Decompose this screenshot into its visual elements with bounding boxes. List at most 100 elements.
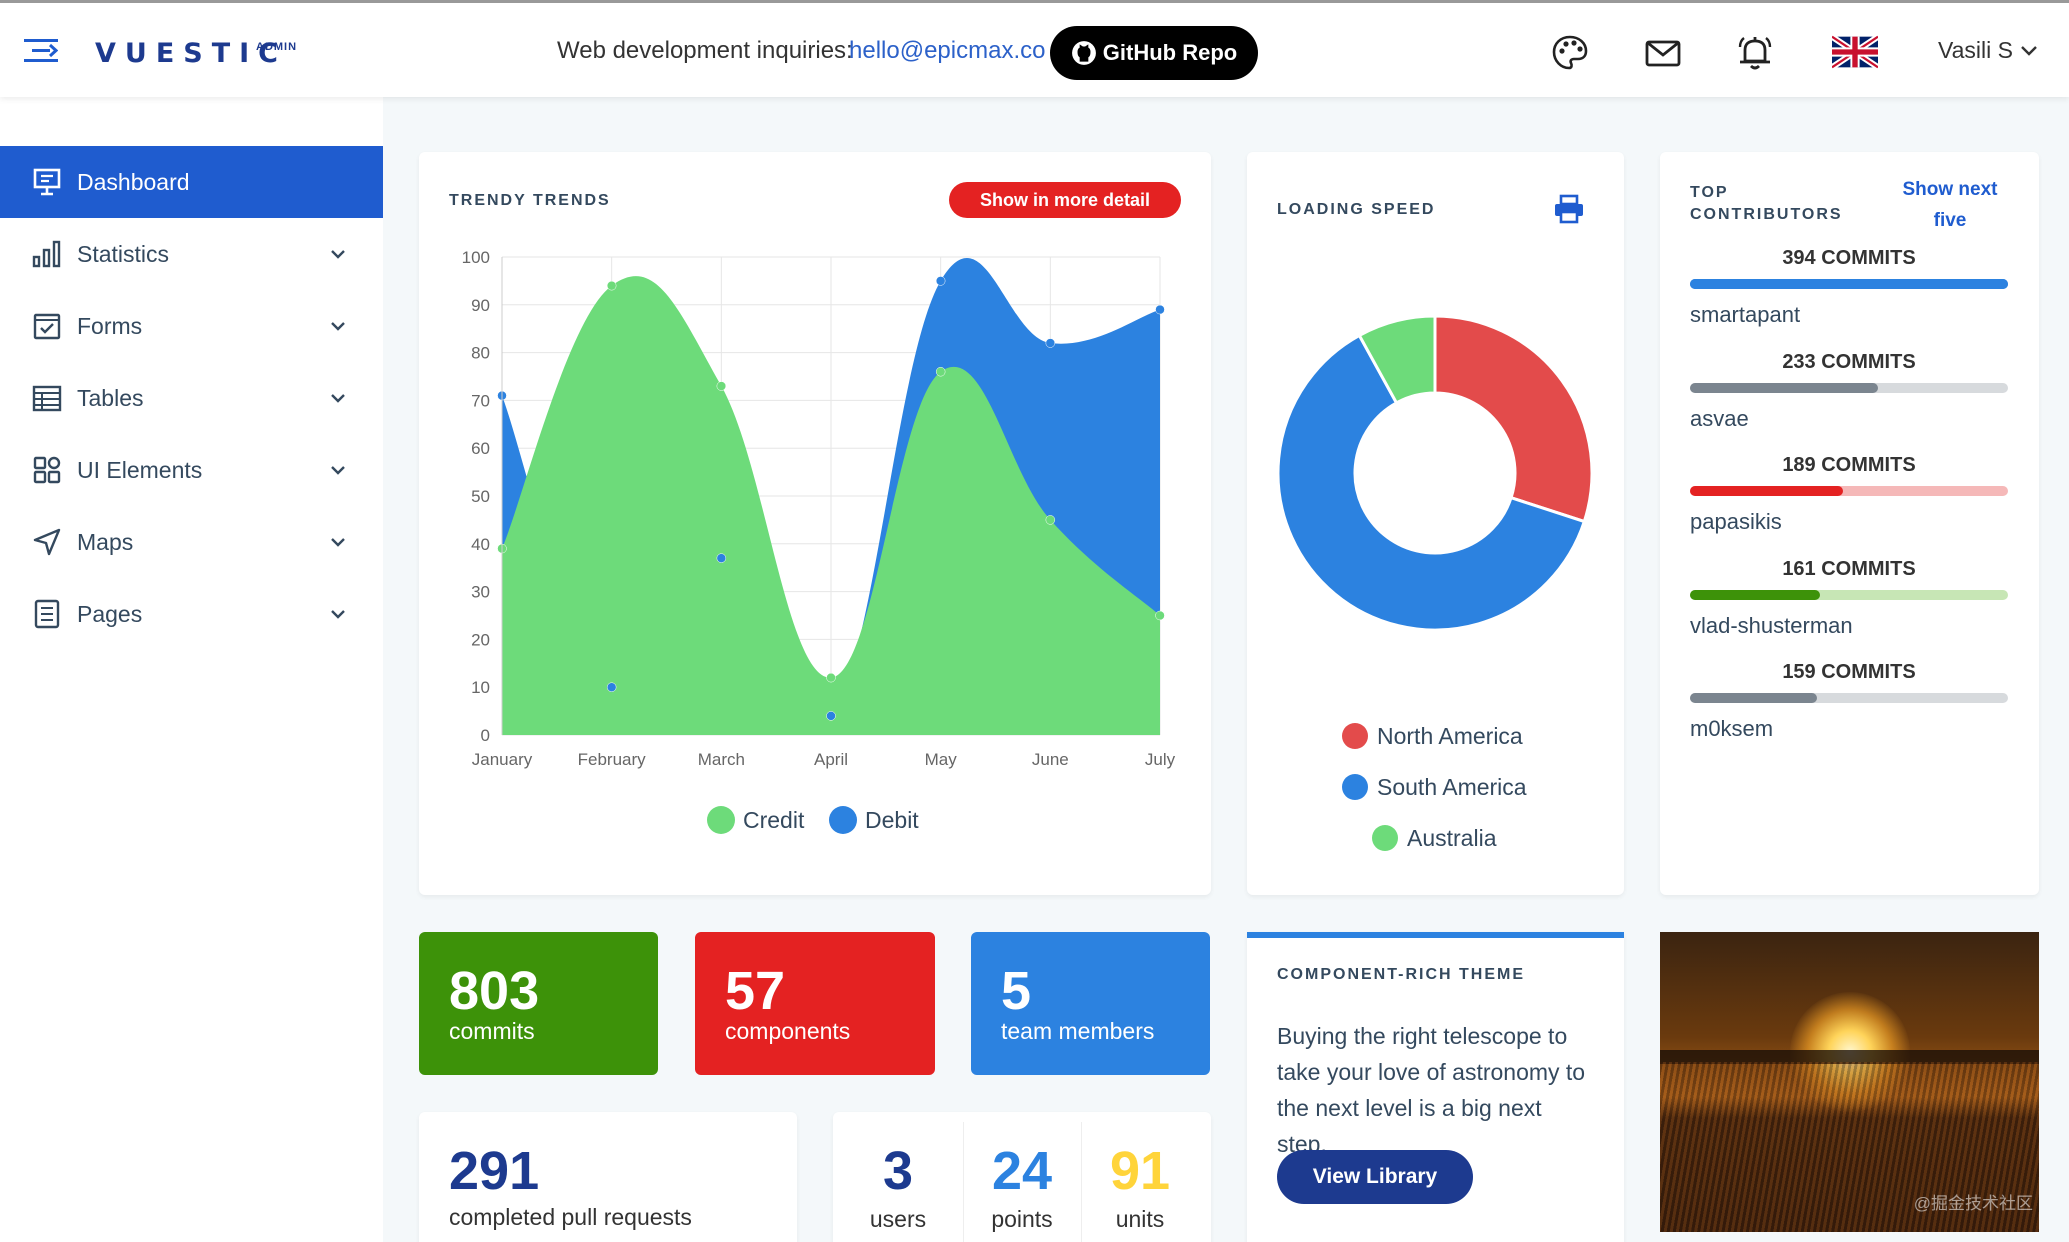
y-tick-label: 70: [471, 391, 490, 410]
contributor-progress-bar: [1690, 589, 2008, 600]
data-point-debit[interactable]: [606, 682, 617, 692]
sidebar-item-statistics[interactable]: Statistics: [0, 218, 383, 290]
monitor-icon: [33, 168, 61, 196]
grid-icon: [33, 456, 61, 484]
view-library-button[interactable]: View Library: [1277, 1150, 1473, 1204]
x-tick-label: July: [1145, 750, 1176, 769]
legend-swatch[interactable]: [1342, 723, 1368, 749]
contributors-title: TOP CONTRIBUTORS: [1690, 182, 1843, 226]
mail-icon[interactable]: [1643, 33, 1683, 73]
legend-swatch[interactable]: [1372, 825, 1398, 851]
sidebar-item-label: Maps: [77, 528, 134, 555]
chevron-down-icon[interactable]: [330, 393, 346, 403]
palette-icon[interactable]: [1550, 33, 1590, 73]
legend-swatch[interactable]: [829, 806, 857, 834]
checkbox-icon: [33, 313, 61, 340]
uk-flag-icon[interactable]: [1832, 35, 1878, 69]
sidebar-item-dashboard[interactable]: Dashboard: [0, 146, 383, 218]
data-point-debit[interactable]: [935, 276, 946, 286]
stat-value: 24: [991, 1141, 1053, 1201]
top-contributors-card: TOP CONTRIBUTORS Show next five 394 COMM…: [1660, 152, 2039, 895]
y-tick-label: 60: [471, 439, 490, 458]
trends-title: TRENDY TRENDS: [449, 192, 611, 209]
data-point-debit[interactable]: [716, 553, 727, 563]
data-point-credit[interactable]: [716, 381, 727, 391]
stat-label: users: [869, 1206, 927, 1232]
contributor-commits: 394 COMMITS: [1782, 247, 1916, 269]
data-point-credit[interactable]: [1045, 515, 1056, 525]
sidebar-item-tables[interactable]: Tables: [0, 362, 383, 434]
sidebar-item-label: Forms: [77, 312, 143, 339]
app-logo[interactable]: VUESTIC: [95, 38, 287, 69]
legend-swatch[interactable]: [1342, 774, 1368, 800]
y-tick-label: 80: [471, 344, 490, 363]
chevron-down-icon[interactable]: [330, 249, 346, 259]
sunset-photo: @掘金技术社区: [1660, 932, 2039, 1232]
inquiry-label: Web development inquiries:: [557, 37, 853, 64]
chevron-down-icon[interactable]: [330, 321, 346, 331]
progress-fill: [1690, 279, 2008, 289]
x-tick-label: February: [578, 750, 647, 769]
donut-slice[interactable]: [1433, 314, 1594, 524]
legend-label[interactable]: North America: [1377, 723, 1523, 749]
tile-value: 57: [725, 961, 786, 1021]
tile-label: components: [725, 1018, 851, 1044]
sidebar-item-ui-elements[interactable]: UI Elements: [0, 434, 383, 506]
trends-area-chart: 0 10 20 30 40 50 60 70 80 90 100 January February Mar…: [462, 248, 1176, 834]
progress-fill: [1690, 693, 1818, 703]
data-point-debit[interactable]: [826, 711, 836, 721]
y-tick-label: 10: [471, 678, 490, 697]
data-point-debit[interactable]: [1155, 304, 1165, 315]
legend-label[interactable]: South America: [1377, 774, 1527, 800]
user-menu-name[interactable]: Vasili S: [1938, 37, 2013, 63]
donut-slice[interactable]: [1357, 314, 1437, 405]
stat-divider: [1081, 1122, 1082, 1242]
navigation-icon: [33, 528, 61, 556]
contributor-commits: 233 COMMITS: [1782, 350, 1916, 373]
chevron-down-icon[interactable]: [2020, 45, 2038, 57]
x-tick-label: June: [1032, 750, 1069, 769]
bar-chart-icon: [32, 240, 61, 268]
sidebar-item-pages[interactable]: Pages: [0, 578, 383, 650]
series-area-credit: [502, 276, 1160, 735]
legend-label[interactable]: Debit: [865, 807, 919, 833]
print-icon[interactable]: [1553, 194, 1585, 224]
legend-label[interactable]: Credit: [743, 807, 805, 833]
data-point-credit[interactable]: [606, 280, 617, 291]
theme-body: Buying the right telescope to take your …: [1277, 1023, 1586, 1157]
team-members-tile: 5 team members: [971, 932, 1210, 1075]
sidebar-item-forms[interactable]: Forms: [0, 290, 383, 362]
theme-title: COMPONENT-RICH THEME: [1277, 966, 1525, 983]
trends-card: TRENDY TRENDS Show in more detail 0 10 20 3…: [419, 152, 1211, 895]
sidebar-item-label: Pages: [77, 600, 143, 627]
data-point-credit[interactable]: [1155, 610, 1165, 621]
contributor-name: vlad-shusterman: [1690, 612, 1853, 638]
progress-fill: [1690, 486, 1843, 496]
points-stat: 24 points: [963, 1112, 1081, 1242]
chevron-down-icon[interactable]: [330, 609, 346, 619]
chevron-down-icon[interactable]: [330, 537, 346, 547]
legend-swatch[interactable]: [707, 806, 735, 834]
table-icon: [32, 385, 62, 412]
horizon-treeline: [1660, 1050, 2039, 1064]
legend-label[interactable]: Australia: [1407, 825, 1497, 851]
photo-watermark: @掘金技术社区: [1913, 1194, 2033, 1213]
y-tick-label: 50: [471, 487, 490, 506]
users-stat: 3 users: [833, 1112, 963, 1242]
data-point-credit[interactable]: [935, 366, 946, 377]
donut-slice[interactable]: [1276, 333, 1587, 632]
show-more-detail-button[interactable]: Show in more detail: [949, 182, 1181, 218]
show-next-five-link[interactable]: Show next five: [1870, 174, 2030, 236]
sidebar-item-label: Statistics: [77, 240, 170, 267]
data-point-debit[interactable]: [1045, 338, 1056, 348]
github-button-label: GitHub Repo: [1102, 40, 1238, 65]
contributor-commits: 161 COMMITS: [1782, 557, 1916, 580]
stat-divider: [963, 1122, 964, 1242]
sidebar-item-maps[interactable]: Maps: [0, 506, 383, 578]
github-repo-button[interactable]: GitHub Repo: [1050, 26, 1258, 80]
inquiry-email-link[interactable]: hello@epicmax.co: [849, 37, 1046, 64]
data-point-credit[interactable]: [826, 672, 836, 683]
chevron-down-icon[interactable]: [330, 465, 346, 475]
menu-toggle-icon[interactable]: [24, 37, 58, 65]
notification-bell-icon[interactable]: [1735, 33, 1775, 73]
